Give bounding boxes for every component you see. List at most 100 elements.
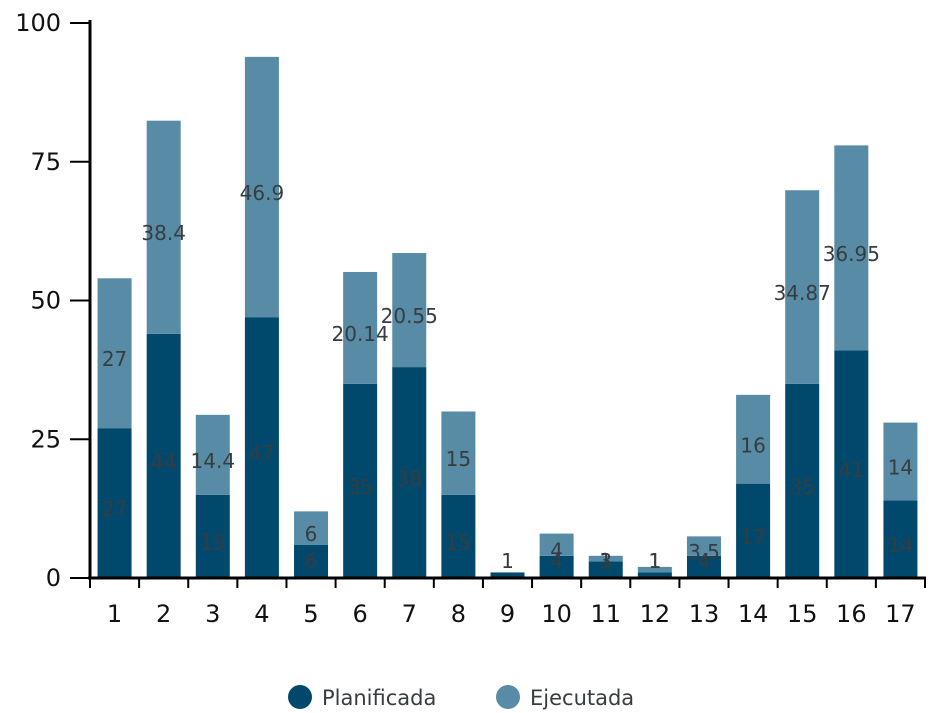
x-tick-label-15: 15: [787, 600, 818, 628]
data-label-planificada-6: 35: [347, 475, 372, 499]
data-label-planificada-17: 14: [888, 533, 913, 557]
data-label-planificada-13: 4: [698, 549, 711, 573]
bar-planificada-14: [736, 483, 771, 578]
data-label-planificada-10: 4: [550, 549, 563, 573]
bar-ejecutada-3: [195, 414, 230, 495]
legend-item-planificada[interactable]: Planificada: [288, 685, 436, 710]
bar-planificada-5: [294, 544, 329, 578]
y-tick-label-0: 0: [46, 564, 61, 592]
legend-item-ejecutada[interactable]: Ejecutada: [496, 685, 634, 710]
x-tick-label-17: 17: [885, 600, 916, 628]
legend-label-ejecutada: Ejecutada: [530, 686, 634, 710]
y-axis-ticks: 0 25 50 75 100: [15, 9, 90, 592]
bar-planificada-1: [97, 428, 132, 578]
bar-ejecutada-13: [686, 536, 721, 556]
x-tick-label-14: 14: [738, 600, 769, 628]
bar-planificada-8: [441, 494, 476, 578]
data-label-ejecutada-8: 15: [446, 447, 471, 471]
y-tick-label-100: 100: [15, 9, 61, 37]
data-label-ejecutada-3: 14.4: [191, 449, 236, 473]
data-label-planificada-15: 35: [789, 475, 814, 499]
data-label-ejecutada-11: 1: [599, 549, 612, 573]
bars-layer: [97, 56, 918, 578]
bar-planificada-17: [883, 500, 918, 578]
data-label-ejecutada-17: 14: [888, 455, 913, 479]
x-tick-label-6: 6: [353, 600, 368, 628]
data-label-ejecutada-6: 20.14: [332, 322, 389, 346]
bar-planificada-13: [686, 555, 721, 578]
bar-planificada-9: [490, 572, 525, 578]
bar-planificada-6: [343, 383, 378, 578]
data-label-ejecutada-16: 36.95: [823, 242, 880, 266]
data-label-planificada-3: 15: [200, 530, 225, 554]
y-tick-label-75: 75: [30, 148, 61, 176]
x-axis: 1 2 3 4 5 6 7 8 9 10 11 12 13 14 15 16 17: [88, 576, 926, 628]
x-tick-label-9: 9: [500, 600, 515, 628]
bar-planificada-4: [244, 317, 279, 578]
x-tick-label-8: 8: [451, 600, 466, 628]
data-label-planificada-8: 15: [446, 530, 471, 554]
data-label-ejecutada-5: 6: [305, 522, 318, 546]
bar-planificada-11: [588, 561, 623, 578]
data-label-planificada-5: 6: [305, 549, 318, 573]
data-label-planificada-12: 1: [648, 549, 661, 573]
bar-ejecutada-10: [539, 533, 574, 556]
data-label-planificada-7: 38: [397, 467, 422, 491]
bar-planificada-7: [392, 367, 427, 578]
bar-ejecutada-2: [146, 120, 181, 334]
bar-planificada-12: [637, 572, 672, 578]
data-label-planificada-9: 1: [501, 549, 514, 573]
legend-marker-ejecutada: [496, 685, 520, 709]
data-label-planificada-4: 47: [249, 442, 274, 466]
legend: Planificada Ejecutada: [288, 685, 634, 710]
bar-ejecutada-12: [637, 566, 672, 573]
x-tick-label-1: 1: [107, 600, 122, 628]
data-label-ejecutada-14: 16: [740, 433, 765, 457]
data-label-planificada-14: 17: [740, 525, 765, 549]
y-axis: 0 25 50 75 100: [15, 9, 92, 592]
bar-ejecutada-17: [883, 422, 918, 501]
bar-planificada-15: [785, 383, 820, 578]
x-tick-label-4: 4: [254, 600, 269, 628]
data-label-ejecutada-12: 1: [648, 549, 661, 573]
data-label-planificada-16: 41: [839, 458, 864, 482]
bar-ejecutada-1: [97, 278, 132, 429]
bar-planificada-16: [834, 350, 869, 578]
bar-planificada-10: [539, 555, 574, 578]
data-label-planificada-2: 44: [151, 450, 176, 474]
data-label-ejecutada-13: 3.5: [688, 540, 720, 564]
bar-ejecutada-5: [294, 511, 329, 545]
bar-planificada-3: [195, 494, 230, 578]
x-tick-label-11: 11: [590, 600, 621, 628]
x-tick-label-3: 3: [205, 600, 220, 628]
bar-ejecutada-6: [343, 271, 378, 384]
y-tick-label-50: 50: [30, 287, 61, 315]
bar-ejecutada-8: [441, 411, 476, 495]
x-tick-label-13: 13: [689, 600, 720, 628]
data-label-ejecutada-7: 20.55: [381, 304, 438, 328]
bar-ejecutada-11: [588, 555, 623, 562]
y-tick-label-25: 25: [30, 425, 61, 453]
x-tick-label-7: 7: [402, 600, 417, 628]
data-label-planificada-11: 3: [599, 549, 612, 573]
bar-ejecutada-14: [736, 394, 771, 484]
bar-ejecutada-15: [785, 190, 820, 384]
bar-ejecutada-7: [392, 253, 427, 368]
legend-marker-planificada: [288, 685, 312, 709]
bar-ejecutada-4: [244, 56, 279, 318]
data-label-ejecutada-15: 34.87: [774, 281, 831, 305]
bar-ejecutada-16: [834, 145, 869, 351]
x-tick-label-2: 2: [156, 600, 171, 628]
x-tick-label-5: 5: [303, 600, 318, 628]
data-label-planificada-1: 27: [102, 497, 127, 521]
bar-planificada-2: [146, 333, 181, 578]
legend-label-planificada: Planificada: [322, 686, 436, 710]
x-tick-label-16: 16: [836, 600, 867, 628]
data-label-ejecutada-2: 38.4: [141, 221, 186, 245]
data-label-ejecutada-1: 27: [102, 347, 127, 371]
x-axis-ticks: 1 2 3 4 5 6 7 8 9 10 11 12 13 14 15 16 17: [89, 578, 926, 628]
x-tick-label-12: 12: [640, 600, 671, 628]
data-label-ejecutada-10: 4: [550, 539, 563, 563]
